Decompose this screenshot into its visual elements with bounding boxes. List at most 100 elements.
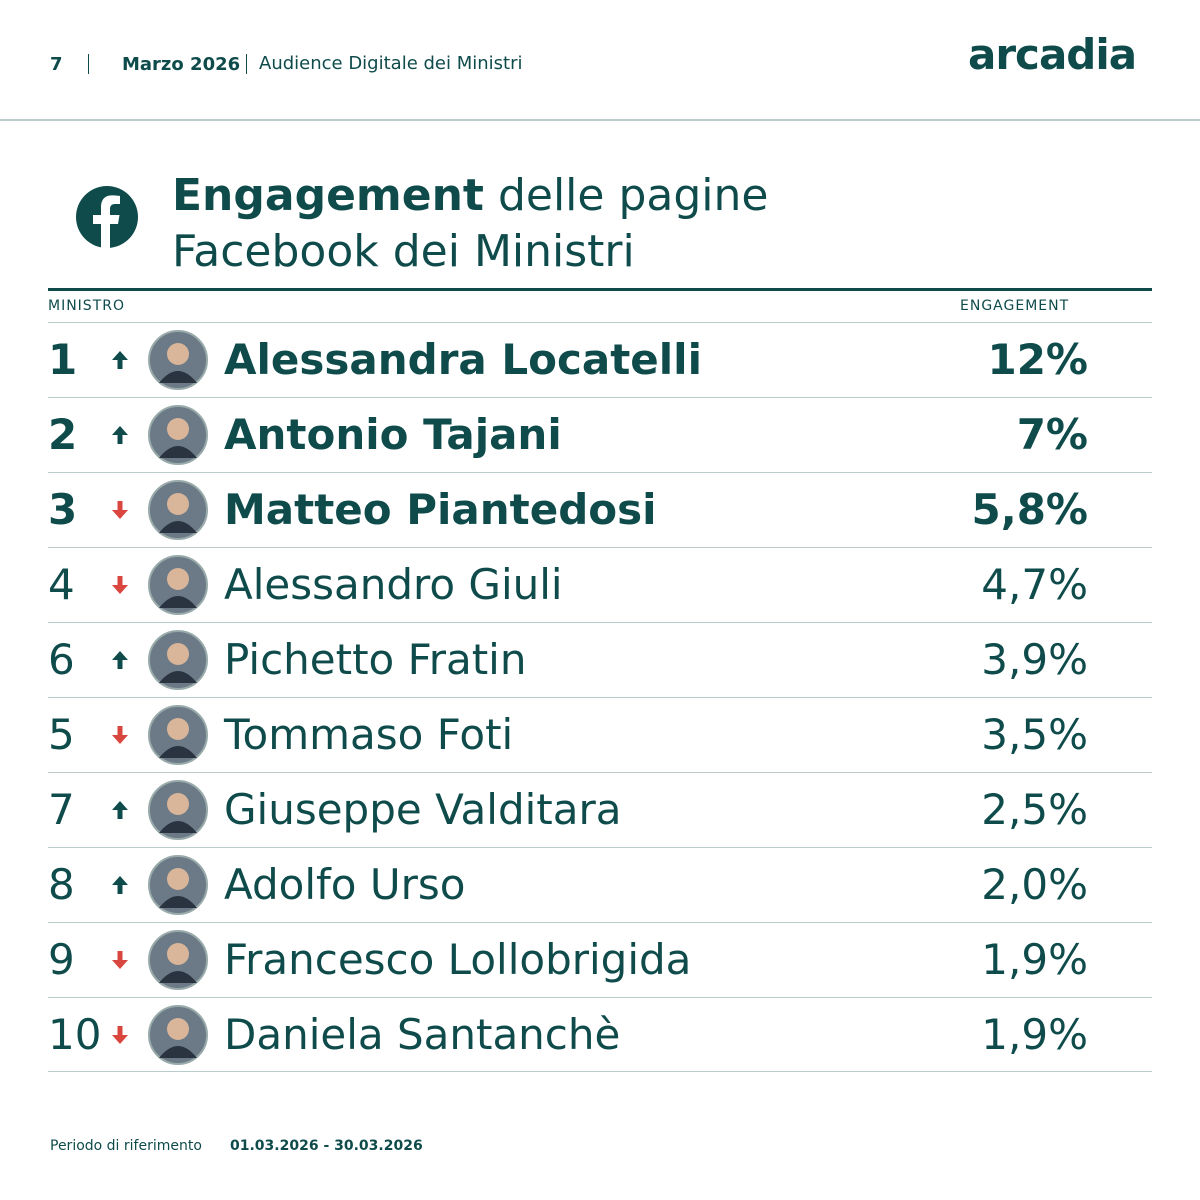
avatar-body [159, 896, 197, 908]
trend-arrow [112, 351, 128, 369]
avatar-head [167, 1018, 189, 1040]
arrow-shape [112, 651, 128, 669]
engagement: 1,9% [981, 935, 1088, 984]
table-row: 1 Alessandra Locatelli 12% [48, 322, 1152, 397]
avatar-body [159, 746, 197, 758]
logo: arcadia [968, 30, 1137, 79]
avatar [148, 330, 208, 390]
trend-arrow [112, 576, 128, 594]
avatar-body [159, 446, 197, 458]
table-row: 2 Antonio Tajani 7% [48, 397, 1152, 472]
avatar [148, 555, 208, 615]
footer-period: 01.03.2026 - 30.03.2026 [230, 1138, 423, 1154]
arrow-shape [112, 801, 128, 819]
table-row: 4 Alessandro Giuli 4,7% [48, 547, 1152, 622]
arrow-shape [112, 501, 128, 519]
avatar [148, 855, 208, 915]
table-row: 3 Matteo Piantedosi 5,8% [48, 472, 1152, 547]
title-rest: delle pagine [497, 170, 769, 221]
page-number: 7 [50, 54, 63, 75]
avatar [148, 630, 208, 690]
table-rule [48, 1071, 1152, 1072]
engagement: 12% [987, 335, 1088, 384]
arrow-shape [112, 876, 128, 894]
avatar [148, 480, 208, 540]
minister-name: Francesco Lollobrigida [224, 935, 692, 984]
table-row: 7 Giuseppe Valditara 2,5% [48, 772, 1152, 847]
rank: 5 [48, 710, 75, 759]
arrow-shape [112, 1026, 128, 1044]
avatar-head [167, 943, 189, 965]
rank: 8 [48, 860, 75, 909]
divider [88, 54, 89, 74]
rank: 4 [48, 560, 75, 609]
minister-name: Alessandra Locatelli [224, 335, 702, 384]
avatar-head [167, 568, 189, 590]
header-line [0, 119, 1200, 121]
subtitle: Audience Digitale dei Ministri [246, 54, 523, 74]
avatar-body [159, 521, 197, 533]
rank: 6 [48, 635, 75, 684]
table-rule [48, 288, 1152, 291]
engagement: 2,0% [981, 860, 1088, 909]
trend-arrow [112, 876, 128, 894]
month: Marzo 2026 [122, 54, 241, 75]
title-bold: Engagement [172, 170, 484, 221]
avatar [148, 930, 208, 990]
trend-arrow [112, 951, 128, 969]
avatar-body [159, 596, 197, 608]
avatar-body [159, 1046, 197, 1058]
table-row: 5 Tommaso Foti 3,5% [48, 697, 1152, 772]
table-row: 9 Francesco Lollobrigida 1,9% [48, 922, 1152, 997]
minister-name: Tommaso Foti [224, 710, 514, 759]
avatar-head [167, 493, 189, 515]
avatar-head [167, 793, 189, 815]
minister-name: Pichetto Fratin [224, 635, 527, 684]
avatar-head [167, 343, 189, 365]
engagement: 3,5% [981, 710, 1088, 759]
trend-arrow [112, 426, 128, 444]
avatar-head [167, 643, 189, 665]
rank: 3 [48, 485, 78, 534]
engagement: 1,9% [981, 1010, 1088, 1059]
trend-arrow [112, 501, 128, 519]
table-row: 10 Daniela Santanchè 1,9% [48, 997, 1152, 1072]
rank: 1 [48, 335, 78, 384]
avatar [148, 705, 208, 765]
avatar [148, 780, 208, 840]
trend-arrow [112, 801, 128, 819]
minister-name: Adolfo Urso [224, 860, 466, 909]
avatar-body [159, 821, 197, 833]
avatar-head [167, 718, 189, 740]
table-row: 8 Adolfo Urso 2,0% [48, 847, 1152, 922]
avatar-head [167, 418, 189, 440]
rank: 10 [48, 1010, 102, 1059]
arrow-shape [112, 951, 128, 969]
engagement: 3,9% [981, 635, 1088, 684]
title-line2: Facebook dei Ministri [172, 226, 635, 277]
column-header: ENGAGEMENT [960, 298, 1070, 314]
title: Engagement delle pagine [172, 170, 768, 221]
arrow-shape [112, 351, 128, 369]
footer-label: Periodo di riferimento [50, 1138, 202, 1154]
avatar-body [159, 671, 197, 683]
column-header: MINISTRO [48, 298, 125, 314]
arrow-shape [112, 576, 128, 594]
avatar-head [167, 868, 189, 890]
avatar-body [159, 971, 197, 983]
trend-arrow [112, 651, 128, 669]
minister-name: Daniela Santanchè [224, 1010, 621, 1059]
avatar-body [159, 371, 197, 383]
avatar [148, 405, 208, 465]
engagement: 2,5% [981, 785, 1088, 834]
facebook-icon [76, 186, 138, 248]
engagement: 5,8% [971, 485, 1088, 534]
rank: 7 [48, 785, 75, 834]
engagement: 4,7% [981, 560, 1088, 609]
engagement: 7% [1016, 410, 1088, 459]
minister-name: Antonio Tajani [224, 410, 562, 459]
minister-name: Matteo Piantedosi [224, 485, 657, 534]
arrow-shape [112, 726, 128, 744]
trend-arrow [112, 1026, 128, 1044]
